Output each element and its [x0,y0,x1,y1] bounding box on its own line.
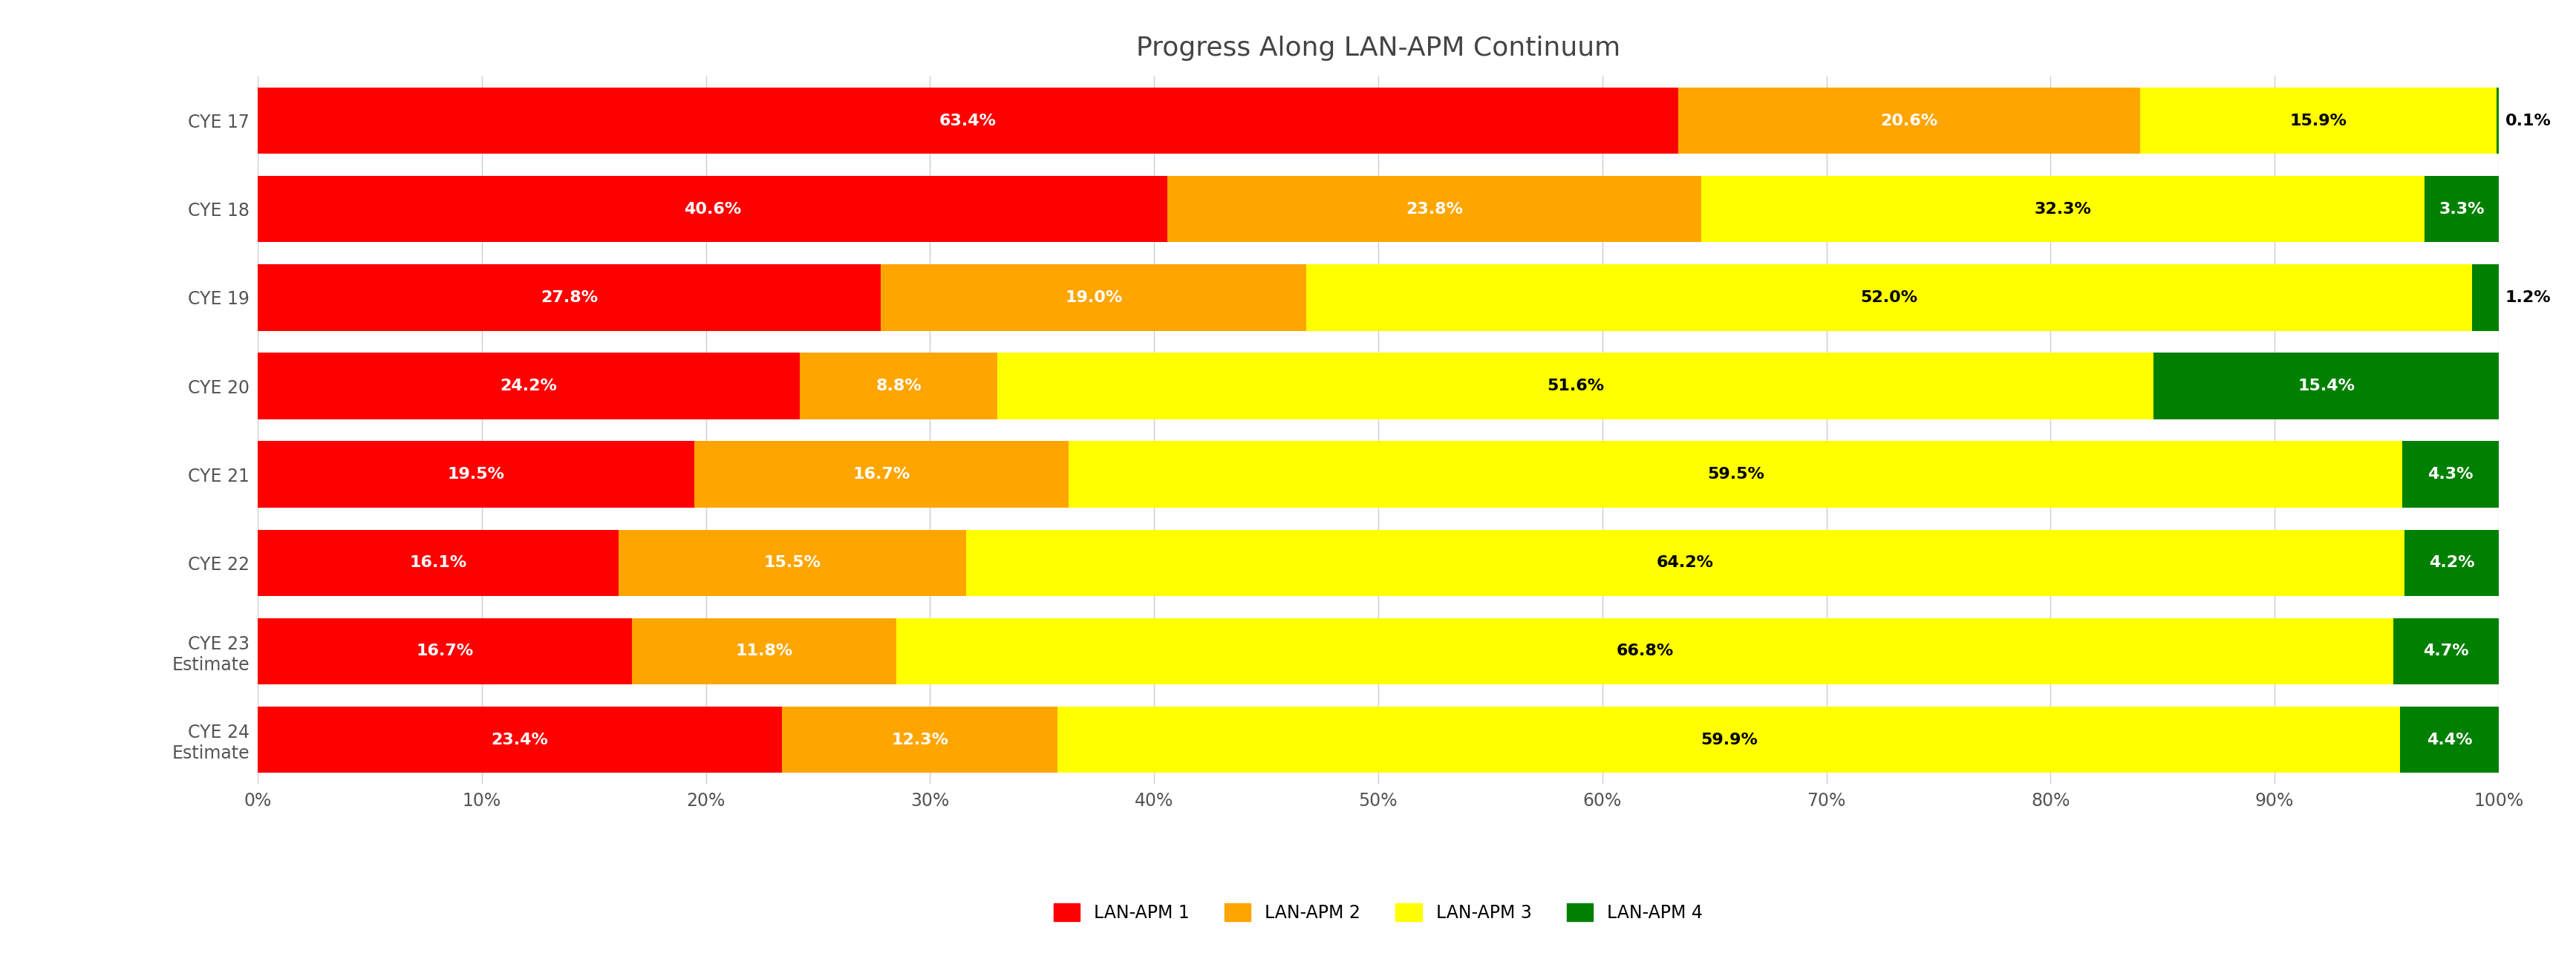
Text: 40.6%: 40.6% [683,202,742,217]
Bar [2403,530,2499,596]
Bar [2141,88,2496,154]
Bar [258,176,1167,242]
Bar [896,619,2393,684]
Text: 63.4%: 63.4% [940,113,997,128]
Bar [881,265,1306,331]
Bar [2473,265,2499,331]
Bar [1069,442,2403,508]
Bar [966,530,2403,596]
Text: 20.6%: 20.6% [1880,113,1937,128]
Bar [258,88,1680,154]
Text: 19.5%: 19.5% [448,467,505,482]
Legend: LAN-APM 1, LAN-APM 2, LAN-APM 3, LAN-APM 4: LAN-APM 1, LAN-APM 2, LAN-APM 3, LAN-APM… [1046,895,1710,931]
Text: 16.7%: 16.7% [853,467,909,482]
Bar [997,353,2154,419]
Text: 15.9%: 15.9% [2290,113,2347,128]
Text: 59.5%: 59.5% [1708,467,1765,482]
Bar [258,265,881,331]
Text: 12.3%: 12.3% [891,732,948,748]
Bar [2403,442,2499,508]
Bar [258,353,801,419]
Text: 24.2%: 24.2% [500,379,556,394]
Bar [2424,176,2499,242]
Text: 8.8%: 8.8% [876,379,922,394]
Text: 11.8%: 11.8% [734,643,793,659]
Text: 51.6%: 51.6% [1546,379,1605,394]
Bar [258,530,618,596]
Text: 16.1%: 16.1% [410,555,466,571]
Bar [618,530,966,596]
Text: 64.2%: 64.2% [1656,555,1713,571]
Bar [258,442,696,508]
Bar [1306,265,2473,331]
Text: 4.7%: 4.7% [2424,643,2468,659]
Text: 66.8%: 66.8% [1615,643,1674,659]
Text: 4.2%: 4.2% [2429,555,2476,571]
Bar [2154,353,2499,419]
Text: 19.0%: 19.0% [1064,290,1123,305]
Bar [2393,619,2499,684]
Text: 32.3%: 32.3% [2035,202,2092,217]
Bar [1680,88,2141,154]
Text: 4.3%: 4.3% [2427,467,2473,482]
Text: 15.5%: 15.5% [762,555,822,571]
Text: 59.9%: 59.9% [1700,732,1757,748]
Bar [1167,176,1700,242]
Text: 1.2%: 1.2% [2506,290,2550,305]
Bar [258,706,783,772]
Bar [2401,706,2499,772]
Bar [258,619,631,684]
Text: 27.8%: 27.8% [541,290,598,305]
Text: 0.1%: 0.1% [2506,113,2550,128]
Bar [801,353,997,419]
Text: 23.8%: 23.8% [1406,202,1463,217]
Text: 4.4%: 4.4% [2427,732,2473,748]
Bar [631,619,896,684]
Text: 15.4%: 15.4% [2298,379,2354,394]
Bar [783,706,1059,772]
Text: 52.0%: 52.0% [1860,290,1917,305]
Bar [1700,176,2424,242]
Bar [1059,706,2401,772]
Text: 16.7%: 16.7% [417,643,474,659]
Bar [696,442,1069,508]
Text: 23.4%: 23.4% [492,732,549,748]
Title: Progress Along LAN-APM Continuum: Progress Along LAN-APM Continuum [1136,35,1620,61]
Text: 3.3%: 3.3% [2439,202,2486,217]
